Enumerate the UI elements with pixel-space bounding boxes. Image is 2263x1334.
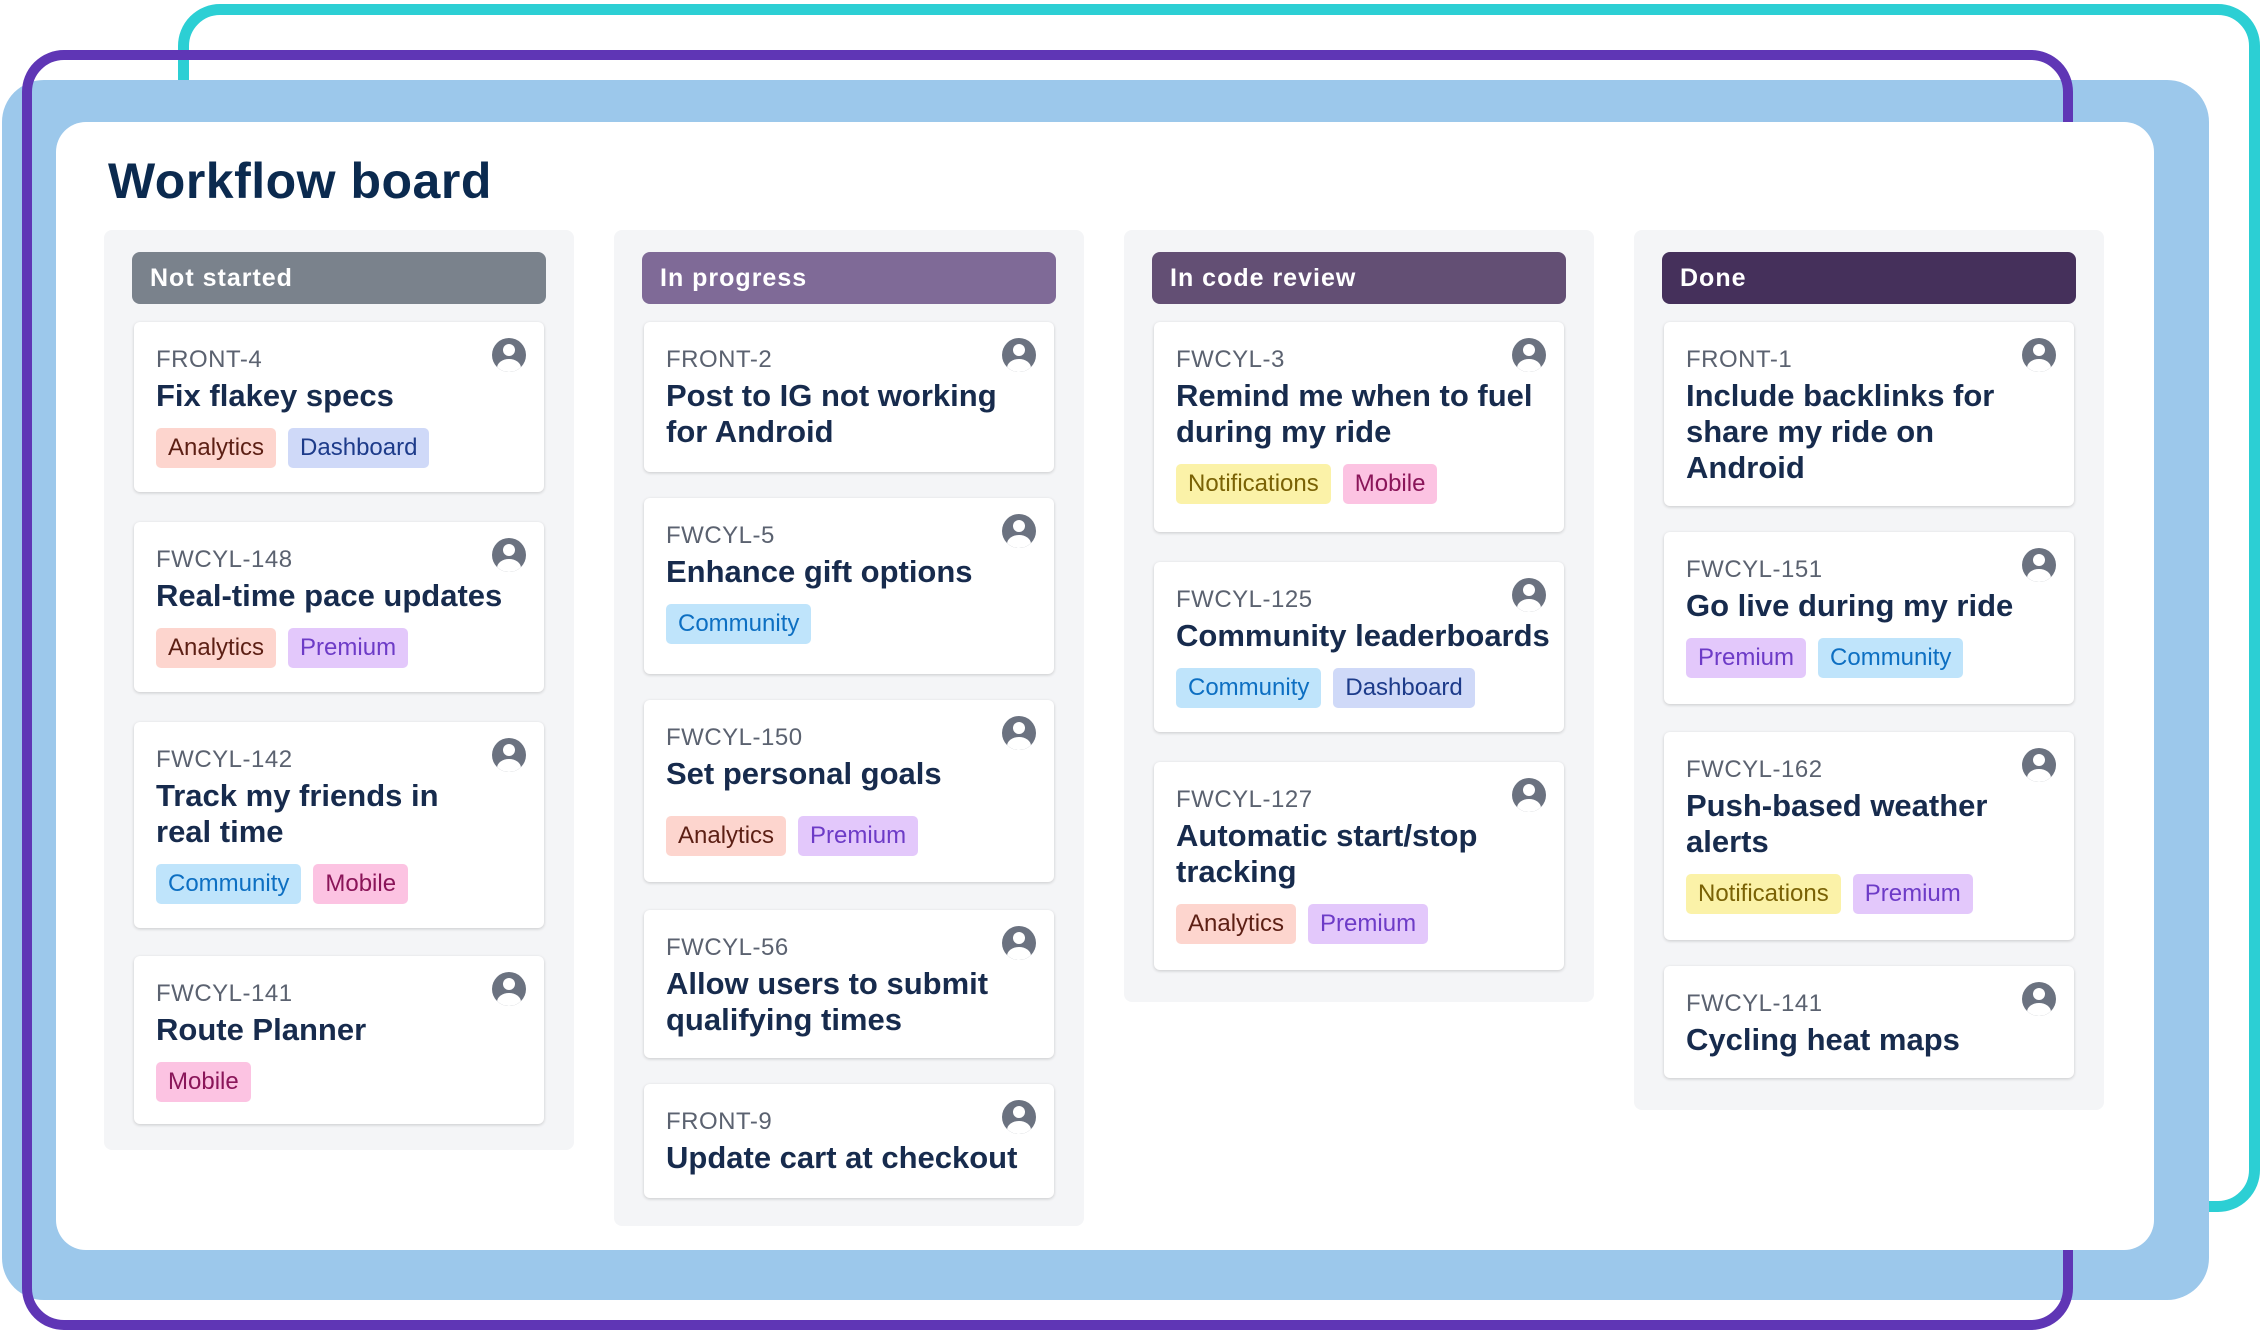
user-avatar-icon[interactable] xyxy=(492,972,526,1006)
tag-analytics: Analytics xyxy=(156,628,277,668)
board-panel: Workflow board Not started FRONT-4 Fix f… xyxy=(56,122,2154,1250)
issue-key: FWCYL-3 xyxy=(1176,346,1285,373)
issue-key: FRONT-9 xyxy=(666,1108,773,1135)
issue-card[interactable]: FWCYL-3 Remind me when to fuel during my… xyxy=(1154,322,1564,532)
user-avatar-icon[interactable] xyxy=(2022,338,2056,372)
tag-dashboard: Dashboard xyxy=(1333,668,1475,708)
tag-premium: Premium xyxy=(1686,638,1807,678)
tag-community: Community xyxy=(1818,638,1964,678)
user-avatar-icon[interactable] xyxy=(2022,548,2056,582)
issue-card[interactable]: FWCYL-151 Go live during my ride Premium… xyxy=(1664,532,2074,704)
user-avatar-icon[interactable] xyxy=(2022,982,2056,1016)
column-in-code-review: In code review FWCYL-3 Remind me when to… xyxy=(1124,230,1594,1002)
issue-key: FWCYL-127 xyxy=(1176,786,1313,813)
tag-mobile: Mobile xyxy=(1342,464,1438,504)
column-header: In progress xyxy=(642,252,1056,304)
user-avatar-icon[interactable] xyxy=(2022,748,2056,782)
tag-analytics: Analytics xyxy=(156,428,277,468)
issue-key: FWCYL-150 xyxy=(666,724,803,751)
issue-key: FRONT-1 xyxy=(1686,346,1793,373)
issue-card[interactable]: FWCYL-142 Track my friends in real time … xyxy=(134,722,544,928)
issue-title: Track my friends in real time xyxy=(156,778,439,849)
issue-title: Automatic start/stop tracking xyxy=(1176,818,1478,889)
issue-key: FWCYL-148 xyxy=(156,546,293,573)
issue-card[interactable]: FWCYL-5 Enhance gift options Community xyxy=(644,498,1054,674)
issue-title: Set personal goals xyxy=(666,756,942,791)
issue-card[interactable]: FWCYL-162 Push-based weather alerts Noti… xyxy=(1664,732,2074,940)
issue-title: Real-time pace updates xyxy=(156,578,503,613)
user-avatar-icon[interactable] xyxy=(1512,578,1546,612)
issue-key: FWCYL-142 xyxy=(156,746,293,773)
tag-premium: Premium xyxy=(798,816,919,856)
issue-key: FWCYL-141 xyxy=(156,980,293,1007)
user-avatar-icon[interactable] xyxy=(1512,338,1546,372)
issue-title: Community leaderboards xyxy=(1176,618,1550,653)
column-not-started: Not started FRONT-4 Fix flakey specs Ana… xyxy=(104,230,574,1150)
issue-title: Allow users to submit qualifying times xyxy=(666,966,989,1037)
issue-title: Cycling heat maps xyxy=(1686,1022,1960,1057)
issue-title: Remind me when to fuel during my ride xyxy=(1176,378,1533,449)
user-avatar-icon[interactable] xyxy=(1002,716,1036,750)
column-done: Done FRONT-1 Include backlinks for share… xyxy=(1634,230,2104,1110)
issue-card[interactable]: FRONT-1 Include backlinks for share my r… xyxy=(1664,322,2074,506)
user-avatar-icon[interactable] xyxy=(1002,514,1036,548)
page-title: Workflow board xyxy=(108,153,492,209)
tag-community: Community xyxy=(666,604,812,644)
tag-premium: Premium xyxy=(288,628,409,668)
issue-card[interactable]: FWCYL-141 Cycling heat maps xyxy=(1664,966,2074,1078)
issue-card[interactable]: FRONT-4 Fix flakey specs Analytics Dashb… xyxy=(134,322,544,492)
user-avatar-icon[interactable] xyxy=(492,538,526,572)
column-header: In code review xyxy=(1152,252,1566,304)
user-avatar-icon[interactable] xyxy=(1002,926,1036,960)
user-avatar-icon[interactable] xyxy=(1002,338,1036,372)
column-header: Done xyxy=(1662,252,2076,304)
user-avatar-icon[interactable] xyxy=(492,738,526,772)
issue-title: Include backlinks for share my ride on A… xyxy=(1686,378,1995,485)
tag-mobile: Mobile xyxy=(313,864,409,904)
tag-analytics: Analytics xyxy=(1176,904,1297,944)
issue-card[interactable]: FWCYL-125 Community leaderboards Communi… xyxy=(1154,562,1564,732)
issue-card[interactable]: FWCYL-127 Automatic start/stop tracking … xyxy=(1154,762,1564,970)
issue-title: Enhance gift options xyxy=(666,554,973,589)
issue-key: FWCYL-125 xyxy=(1176,586,1313,613)
tag-community: Community xyxy=(156,864,302,904)
issue-title: Update cart at checkout xyxy=(666,1140,1018,1175)
user-avatar-icon[interactable] xyxy=(1512,778,1546,812)
tag-community: Community xyxy=(1176,668,1322,708)
issue-title: Go live during my ride xyxy=(1686,588,2014,623)
tag-mobile: Mobile xyxy=(156,1062,251,1102)
issue-key: FWCYL-5 xyxy=(666,522,775,549)
issue-title: Push-based weather alerts xyxy=(1686,788,1988,859)
issue-key: FWCYL-151 xyxy=(1686,556,1823,583)
tag-dashboard: Dashboard xyxy=(288,428,430,468)
column-in-progress: In progress FRONT-2 Post to IG not worki… xyxy=(614,230,1084,1226)
issue-card[interactable]: FRONT-2 Post to IG not working for Andro… xyxy=(644,322,1054,472)
tag-notifications: Notifications xyxy=(1176,464,1331,504)
user-avatar-icon[interactable] xyxy=(492,338,526,372)
issue-key: FRONT-2 xyxy=(666,346,773,373)
issue-key: FWCYL-56 xyxy=(666,934,789,961)
issue-card[interactable]: FWCYL-141 Route Planner Mobile xyxy=(134,956,544,1124)
issue-title: Post to IG not working for Android xyxy=(666,378,997,449)
issue-card[interactable]: FWCYL-56 Allow users to submit qualifyin… xyxy=(644,910,1054,1058)
issue-card[interactable]: FWCYL-148 Real-time pace updates Analyti… xyxy=(134,522,544,692)
issue-card[interactable]: FWCYL-150 Set personal goals Analytics P… xyxy=(644,700,1054,882)
issue-key: FWCYL-141 xyxy=(1686,990,1823,1017)
issue-key: FRONT-4 xyxy=(156,346,263,373)
issue-title: Fix flakey specs xyxy=(156,378,394,413)
tag-analytics: Analytics xyxy=(666,816,787,856)
issue-key: FWCYL-162 xyxy=(1686,756,1823,783)
tag-notifications: Notifications xyxy=(1686,874,1841,914)
issue-card[interactable]: FRONT-9 Update cart at checkout xyxy=(644,1084,1054,1198)
column-header: Not started xyxy=(132,252,546,304)
user-avatar-icon[interactable] xyxy=(1002,1100,1036,1134)
issue-title: Route Planner xyxy=(156,1012,367,1047)
tag-premium: Premium xyxy=(1852,874,1973,914)
tag-premium: Premium xyxy=(1308,904,1429,944)
